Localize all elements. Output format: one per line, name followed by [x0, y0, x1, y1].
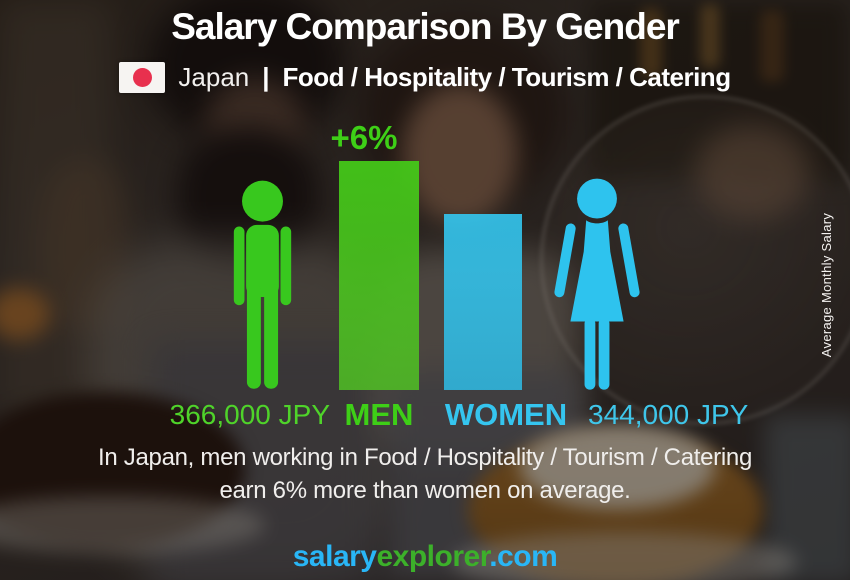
flag-red-circle: [132, 68, 152, 87]
men-bar: [339, 161, 419, 390]
woman-icon: [549, 177, 645, 393]
page-title: Salary Comparison By Gender: [171, 6, 680, 47]
brand-link[interactable]: salaryexplorer.com: [0, 540, 850, 574]
women-category-label: WOMEN: [444, 397, 568, 432]
sector-label: Food / Hospitality / Tourism / Catering: [282, 62, 732, 92]
japan-flag-icon: [119, 62, 166, 93]
country-label: Japan: [178, 62, 250, 92]
men-category-label: MEN: [344, 397, 414, 432]
subtitle-separator: |: [262, 62, 270, 92]
subtitle-row: Japan | Food / Hospitality / Tourism / C…: [0, 62, 850, 93]
percent-difference-label: +6%: [330, 119, 398, 156]
brand-explorer-text: explorer: [376, 540, 490, 573]
description-line-1: In Japan, men working in Food / Hospital…: [98, 444, 752, 471]
brand-salary-text: salary: [292, 540, 377, 573]
y-axis-label: Average Monthly Salary: [819, 212, 834, 358]
women-bar: [444, 214, 522, 390]
description-line-2: earn 6% more than women on average.: [219, 477, 631, 504]
men-salary-value: 366,000 JPY: [169, 399, 330, 430]
brand-domain-text: .com: [489, 540, 558, 573]
women-salary-value: 344,000 JPY: [588, 399, 749, 430]
man-icon: [221, 179, 304, 392]
